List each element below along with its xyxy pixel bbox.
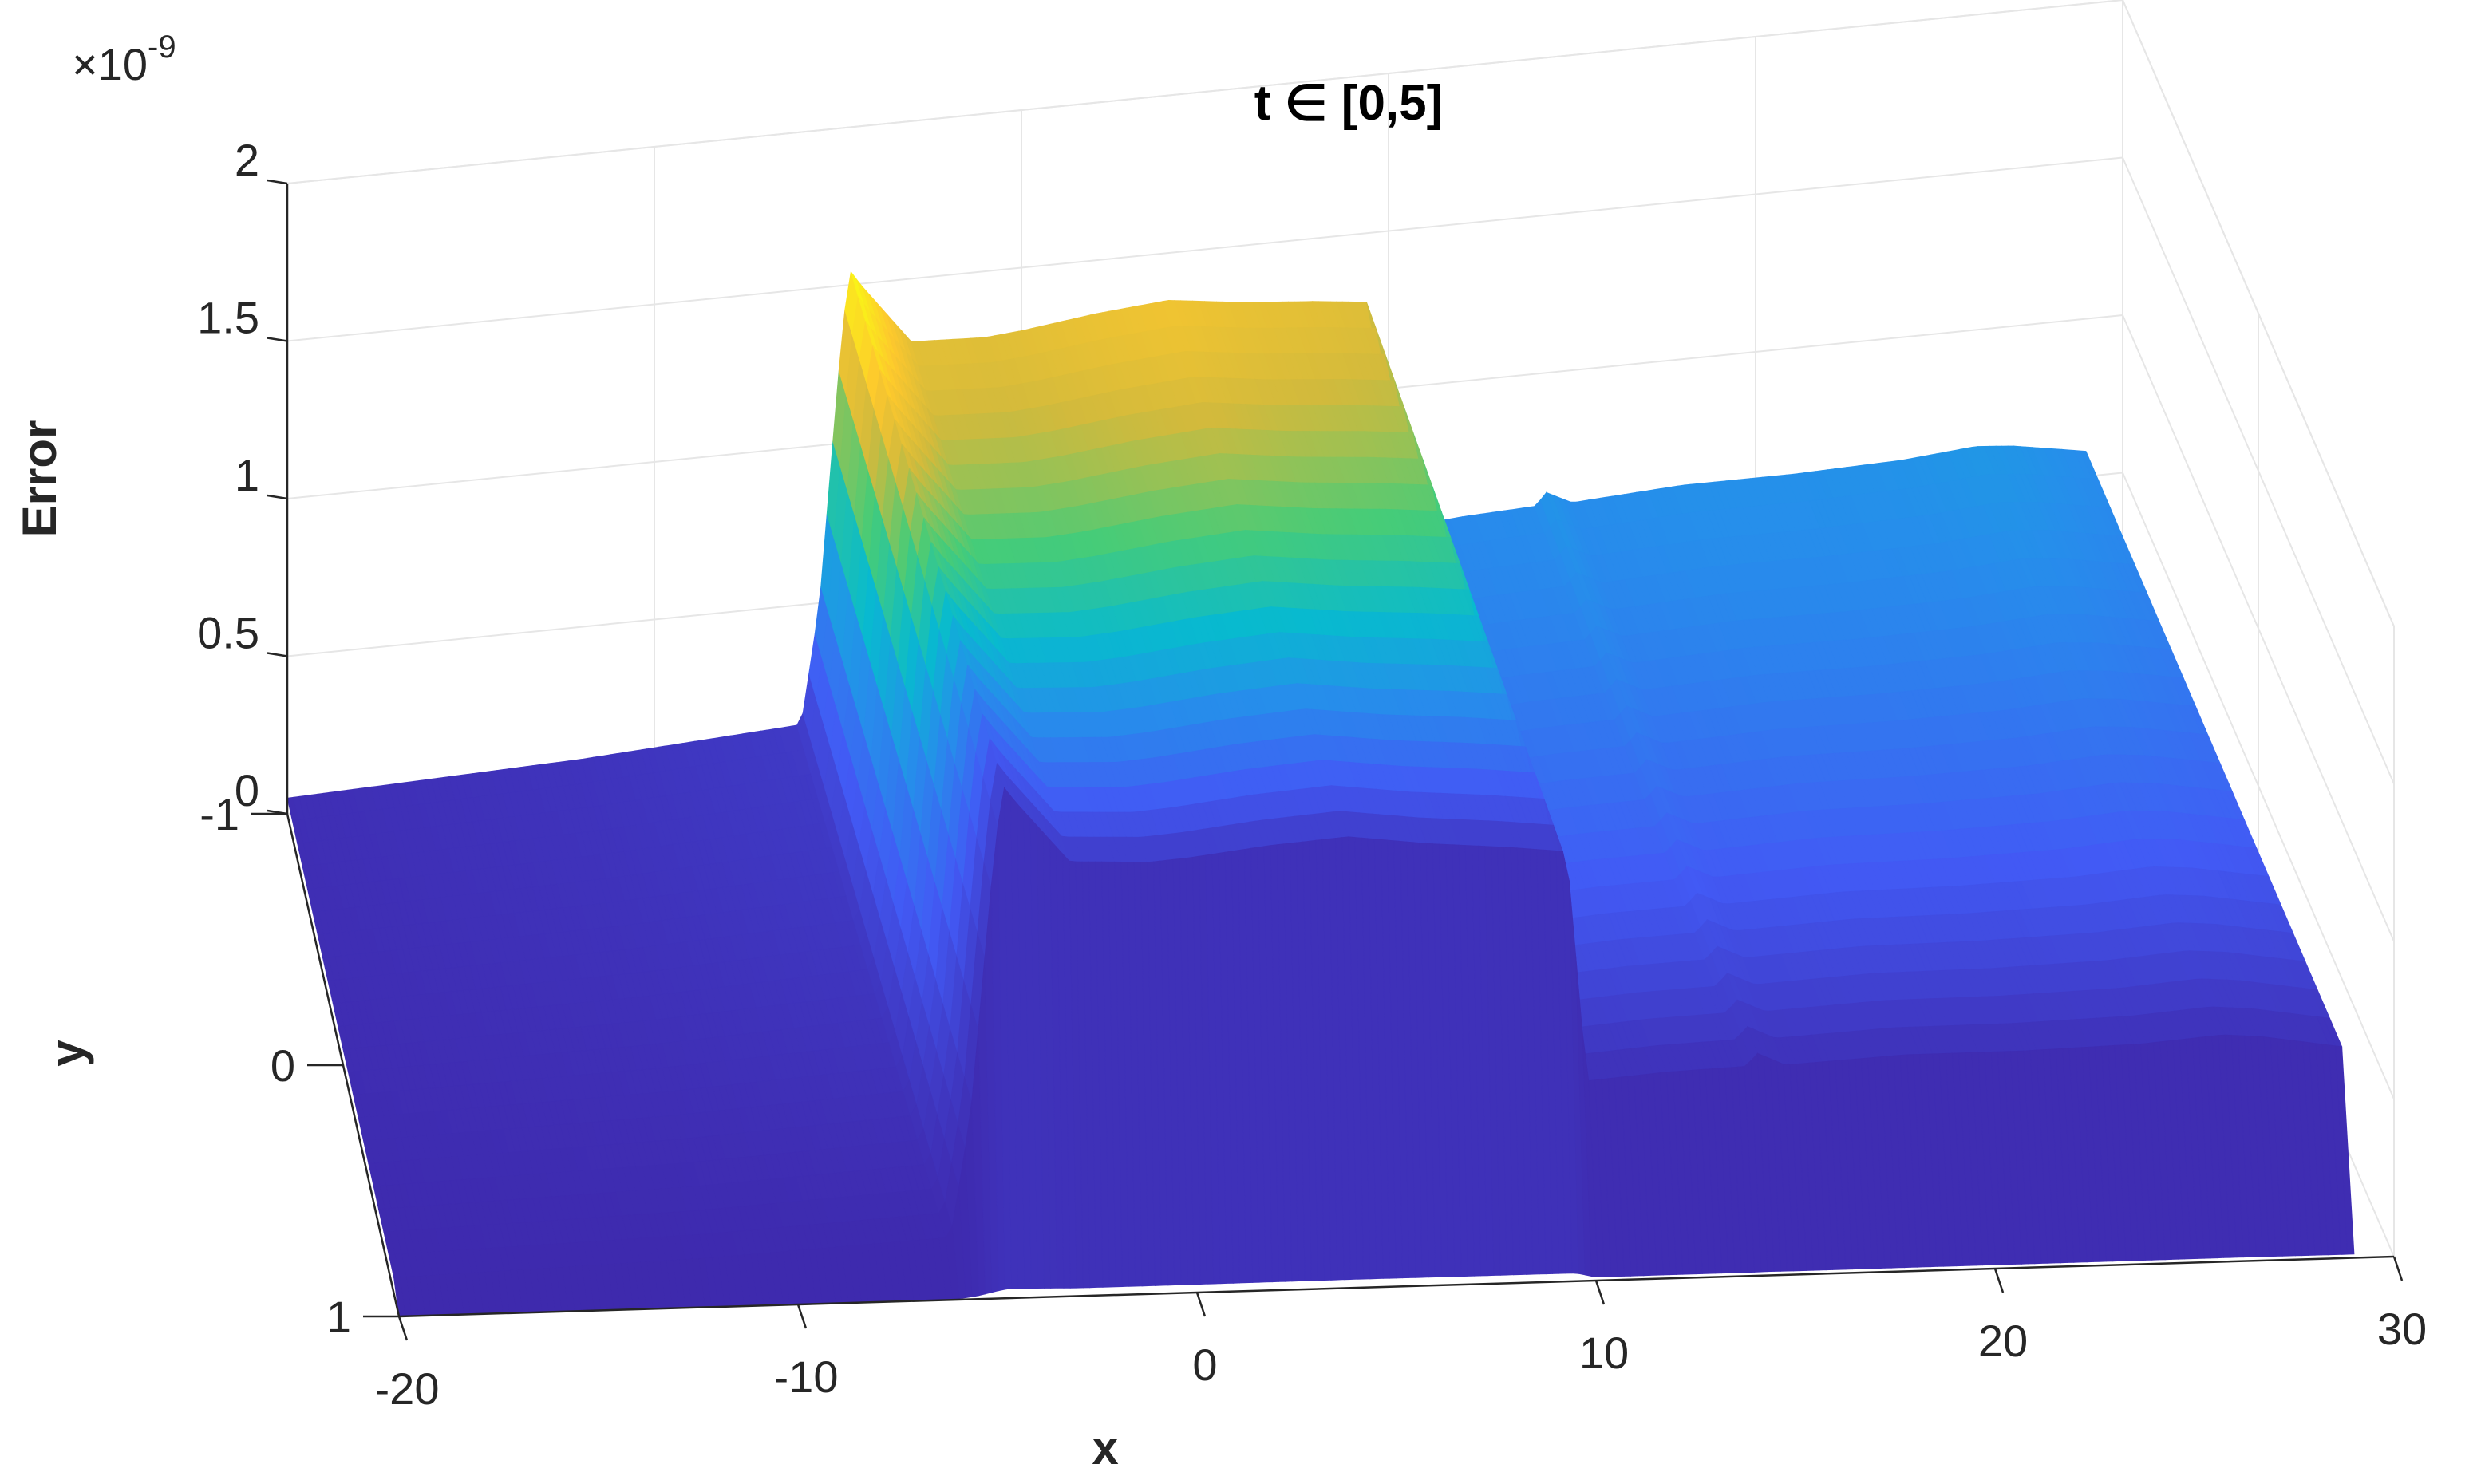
grid-line xyxy=(2122,0,2395,627)
grid-line xyxy=(286,0,2123,184)
grid-line xyxy=(2122,472,2395,1099)
grid-line xyxy=(2122,157,2395,784)
back-grid xyxy=(286,0,2395,1257)
grid-line xyxy=(286,156,2123,342)
surface xyxy=(286,271,2355,1317)
grid-line xyxy=(2122,314,2395,942)
